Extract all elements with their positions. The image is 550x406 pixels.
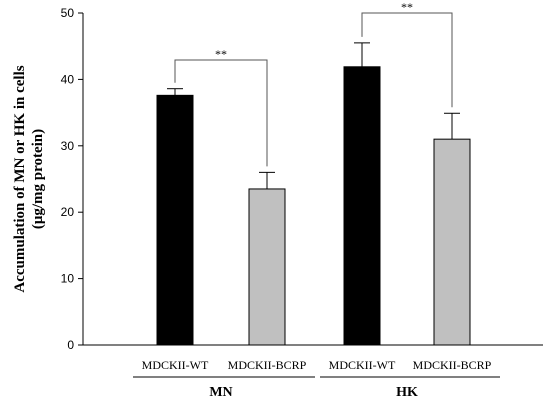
significance-bracket bbox=[361, 12, 453, 108]
group-labels: MN HK bbox=[133, 376, 500, 400]
bar bbox=[248, 188, 286, 346]
bar bbox=[156, 94, 194, 346]
category-label: MDCKII-BCRP bbox=[413, 358, 492, 372]
y-tick-label: 50 bbox=[61, 6, 75, 20]
y-tick-label: 30 bbox=[61, 139, 75, 153]
group-label: HK bbox=[396, 385, 418, 400]
y-axis-label-line: (μg/mg protein) bbox=[30, 129, 46, 229]
y-tick-label: 0 bbox=[67, 338, 74, 352]
y-ticks: 0 10 20 30 40 50 bbox=[61, 6, 83, 352]
axes bbox=[82, 13, 543, 346]
group-label: MN bbox=[209, 385, 232, 400]
significance-bracket bbox=[174, 59, 268, 167]
significance-label: ** bbox=[215, 47, 227, 61]
significance-label: ** bbox=[401, 0, 413, 14]
bar bbox=[343, 66, 381, 346]
y-tick-label: 10 bbox=[61, 272, 75, 286]
y-tick-label: 40 bbox=[61, 72, 75, 86]
category-labels: MDCKII-WT MDCKII-BCRP MDCKII-WT MDCKII-BCRP bbox=[142, 358, 492, 372]
significance-brackets: ** ** bbox=[174, 0, 453, 167]
y-axis-label: Accumulation of MN or HK in cells (μg/mg … bbox=[12, 65, 46, 292]
bars bbox=[156, 66, 471, 346]
category-label: MDCKII-WT bbox=[142, 358, 209, 372]
error-bars bbox=[167, 42, 460, 189]
y-tick-label: 20 bbox=[61, 205, 75, 219]
category-label: MDCKII-BCRP bbox=[228, 358, 307, 372]
y-axis-label-line: Accumulation of MN or HK in cells bbox=[12, 65, 28, 292]
category-label: MDCKII-WT bbox=[329, 358, 396, 372]
bar bbox=[433, 138, 471, 346]
